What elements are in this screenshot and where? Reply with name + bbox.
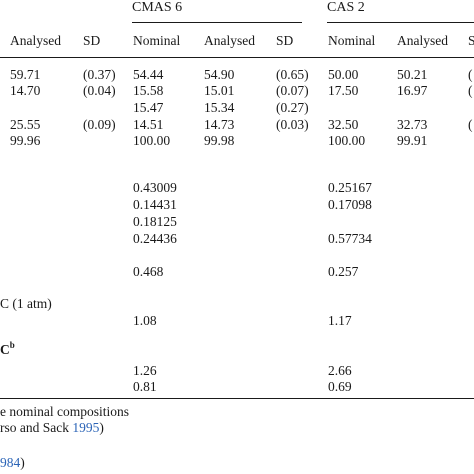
- col-header-cas2-sd: S: [468, 33, 474, 48]
- cell-cas2-nominal: 17.50: [328, 83, 359, 98]
- cell-value-cas2: 0.257: [328, 264, 359, 279]
- cell-cas2-analysed: 99.91: [397, 133, 428, 148]
- cell-cmas6-nominal: 15.47: [133, 100, 164, 115]
- cell-fraction-cas2: 0.57734: [328, 231, 372, 246]
- col-header-cas2-nominal: Nominal: [328, 33, 376, 48]
- cell-analysed: 14.70: [10, 83, 41, 98]
- c-section-label: Cb: [0, 339, 15, 357]
- footnote-line-2: rso and Sack 1995): [0, 421, 104, 435]
- cell-value-cmas6: 0.468: [133, 264, 164, 279]
- cell-cas2-nominal: 100.00: [328, 133, 366, 148]
- cas2-group-header: CAS 2: [327, 0, 365, 15]
- cell-analysed: 99.96: [10, 133, 41, 148]
- cell-cas2-sd: (: [468, 67, 473, 82]
- cell-cas2-nominal: 50.00: [328, 67, 359, 82]
- cell-cmas6-sd: (0.65): [276, 67, 309, 82]
- footnote-line-3: 984): [0, 456, 25, 470]
- cell-cmas6-analysed: 99.98: [204, 133, 235, 148]
- cell-cmas6-nominal: 15.58: [133, 83, 164, 98]
- cell-cmas6-nominal: 100.00: [133, 133, 171, 148]
- col-header-cas2-analysed: Analysed: [397, 33, 448, 48]
- cell-fraction-cas2: 0.25167: [328, 180, 372, 195]
- cas2-group-rule: [327, 22, 474, 23]
- cell-cmas6-analysed: 54.90: [204, 67, 235, 82]
- cell-c-cas2: 2.66: [328, 363, 352, 378]
- cell-c-cas2: 0.69: [328, 379, 352, 394]
- cell-cas2-nominal: 32.50: [328, 117, 359, 132]
- temp-section-label: C (1 atm): [0, 296, 52, 311]
- cell-cmas6-sd: (0.27): [276, 100, 309, 115]
- cell-sd: (0.04): [83, 83, 116, 98]
- footnote-line-3-end: ): [20, 455, 25, 470]
- cell-cmas6-analysed: 15.01: [204, 83, 235, 98]
- cell-sd: (0.37): [83, 67, 116, 82]
- cell-cas2-analysed: 32.73: [397, 117, 428, 132]
- cell-c-cmas6: 0.81: [133, 379, 157, 394]
- cell-cmas6-nominal: 14.51: [133, 117, 164, 132]
- citation-link-1995[interactable]: 1995: [72, 420, 100, 435]
- cell-c-cmas6: 1.26: [133, 363, 157, 378]
- cell-cas2-sd: (: [468, 83, 473, 98]
- cmas6-group-rule: [132, 22, 302, 23]
- cell-temp-cmas6: 1.08: [133, 313, 157, 328]
- cell-fraction-cmas6: 0.18125: [133, 214, 177, 229]
- cmas6-group-header: CMAS 6: [132, 0, 183, 15]
- cell-cmas6-analysed: 15.34: [204, 100, 235, 115]
- col-header-sd: SD: [83, 33, 101, 48]
- c-section-label-sup: b: [9, 339, 15, 350]
- cell-cmas6-analysed: 14.73: [204, 117, 235, 132]
- cell-cmas6-nominal: 54.44: [133, 67, 164, 82]
- cell-cmas6-sd: (0.07): [276, 83, 309, 98]
- cell-cas2-analysed: 16.97: [397, 83, 428, 98]
- cell-analysed: 25.55: [10, 117, 41, 132]
- cell-fraction-cmas6: 0.14431: [133, 197, 177, 212]
- cell-temp-cas2: 1.17: [328, 313, 352, 328]
- col-header-cmas6-nominal: Nominal: [133, 33, 181, 48]
- c-section-label-text: C: [0, 342, 10, 357]
- cell-fraction-cas2: 0.17098: [328, 197, 372, 212]
- footnote-line-2-end: ): [99, 420, 104, 435]
- col-header-analysed: Analysed: [10, 33, 61, 48]
- footnote-line-2-text: rso and Sack: [0, 420, 73, 435]
- cell-cmas6-sd: (0.03): [276, 117, 309, 132]
- cell-cas2-sd: (: [468, 117, 473, 132]
- bottom-rule: [0, 398, 474, 399]
- cell-analysed: 59.71: [10, 67, 41, 82]
- col-header-cmas6-analysed: Analysed: [204, 33, 255, 48]
- header-rule: [0, 57, 474, 58]
- cell-cas2-analysed: 50.21: [397, 67, 428, 82]
- footnote-line-1: e nominal compositions: [0, 404, 129, 419]
- col-header-cmas6-sd: SD: [276, 33, 294, 48]
- cell-sd: (0.09): [83, 117, 116, 132]
- cell-fraction-cmas6: 0.24436: [133, 231, 177, 246]
- citation-link-1984[interactable]: 984: [0, 455, 21, 470]
- cell-fraction-cmas6: 0.43009: [133, 180, 177, 195]
